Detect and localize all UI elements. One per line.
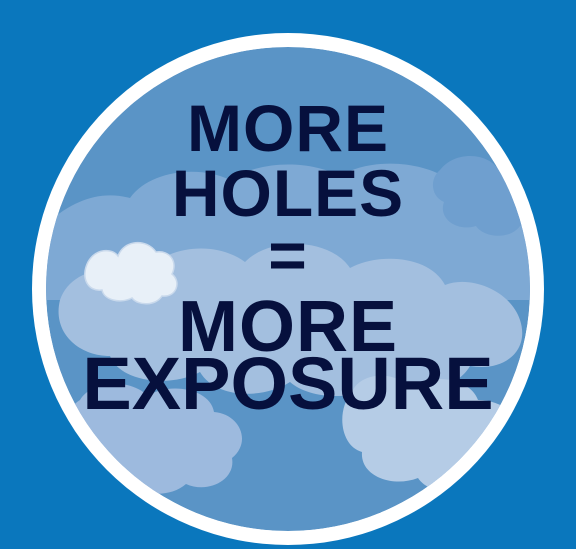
headline-line-2: HOLES xyxy=(171,156,405,230)
headline-line-4: MORE xyxy=(178,287,398,367)
equals-sign: = xyxy=(268,218,308,292)
cloud-shape xyxy=(84,242,178,305)
cloudy-sky xyxy=(46,47,530,531)
headline-line-1: MORE xyxy=(187,91,389,165)
headline-line-5: EXPOSURE xyxy=(82,342,494,425)
